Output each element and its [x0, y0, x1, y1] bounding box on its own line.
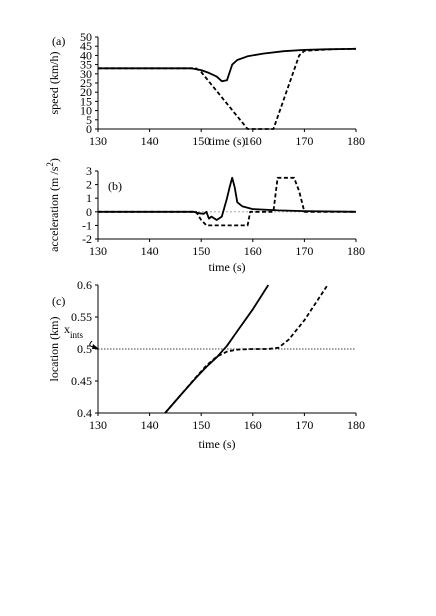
x-tick-label: 180	[347, 134, 365, 148]
y-tick-label: 0.6	[77, 278, 92, 292]
series-line-solid	[98, 176, 357, 221]
y-tick-label: 10	[80, 104, 92, 118]
intersection-label-main: x	[64, 322, 70, 336]
x-tick-label: 160	[244, 244, 262, 258]
x-tick-label: 130	[89, 134, 107, 148]
x-tick-label: 180	[347, 418, 365, 432]
y-tick-label: -1	[82, 218, 92, 232]
x-tick-label: 150	[192, 244, 210, 258]
y-axis-label: acceleration (m /s2)	[45, 158, 61, 252]
y-tick-label: 0	[86, 122, 92, 136]
y-tick-label: 2	[86, 178, 92, 192]
series-line-solid	[98, 47, 357, 83]
series-line-solid	[164, 284, 270, 414]
intersection-label-subscript: ints	[70, 330, 84, 340]
panel-label: (b)	[108, 179, 122, 193]
panel-label: (c)	[52, 294, 65, 308]
y-tick-label: 0	[86, 205, 92, 219]
y-tick-label: 0.55	[71, 310, 92, 324]
y-axis-label-main: acceleration (m /s	[47, 166, 61, 252]
x-tick-label: 160	[244, 418, 262, 432]
y-tick-label: 15	[80, 94, 92, 108]
y-tick-label: 0.5	[77, 342, 92, 356]
y-tick-label: 5	[86, 113, 92, 127]
x-tick-label: 170	[295, 134, 313, 148]
x-tick-label: 130	[89, 244, 107, 258]
x-tick-label: 130	[89, 418, 107, 432]
panel-label: (a)	[52, 34, 65, 48]
chart-panel-3: 0.4 0.45 0.5 0.55 0.6 130 140 150 160 170 180 time …	[47, 278, 365, 451]
x-tick-label: 140	[141, 418, 159, 432]
x-tick-label: 180	[347, 244, 365, 258]
series-line-dashed	[98, 176, 356, 227]
y-tick-label: -2	[82, 232, 92, 246]
x-tick-label: 140	[141, 244, 159, 258]
y-axis-label-end: )	[47, 158, 61, 162]
y-tick-label: 25	[80, 76, 92, 90]
y-tick-label: 3	[86, 164, 92, 178]
y-axis-label: speed (km/h)	[47, 52, 61, 115]
y-tick-label: 1	[86, 191, 92, 205]
y-tick-label: 0.45	[71, 374, 92, 388]
series-line-dashed	[164, 284, 329, 414]
x-tick-label: 160	[244, 134, 262, 148]
x-axis-label: time (s)	[199, 437, 236, 451]
x-axis-label: time (s)	[209, 134, 246, 148]
y-tick-label: 35	[80, 58, 92, 72]
y-axis-label-superscript: 2	[45, 162, 55, 167]
y-axis-label: location (km)	[47, 317, 61, 382]
x-tick-label: 170	[295, 244, 313, 258]
x-tick-label: 150	[192, 134, 210, 148]
y-tick-label: 40	[80, 48, 92, 62]
series-line-dashed	[98, 47, 357, 130]
intersection-arrowhead	[92, 344, 99, 349]
y-tick-label: 20	[80, 85, 92, 99]
x-axis-label: time (s)	[209, 260, 246, 274]
y-tick-label: 50	[80, 30, 92, 44]
x-tick-label: 170	[295, 418, 313, 432]
intersection-label: xints	[64, 322, 84, 340]
y-tick-label: 30	[80, 67, 92, 81]
y-tick-label: 45	[80, 39, 92, 53]
y-tick-label: 0.4	[77, 406, 92, 420]
x-tick-label: 140	[141, 134, 159, 148]
x-tick-label: 150	[192, 418, 210, 432]
